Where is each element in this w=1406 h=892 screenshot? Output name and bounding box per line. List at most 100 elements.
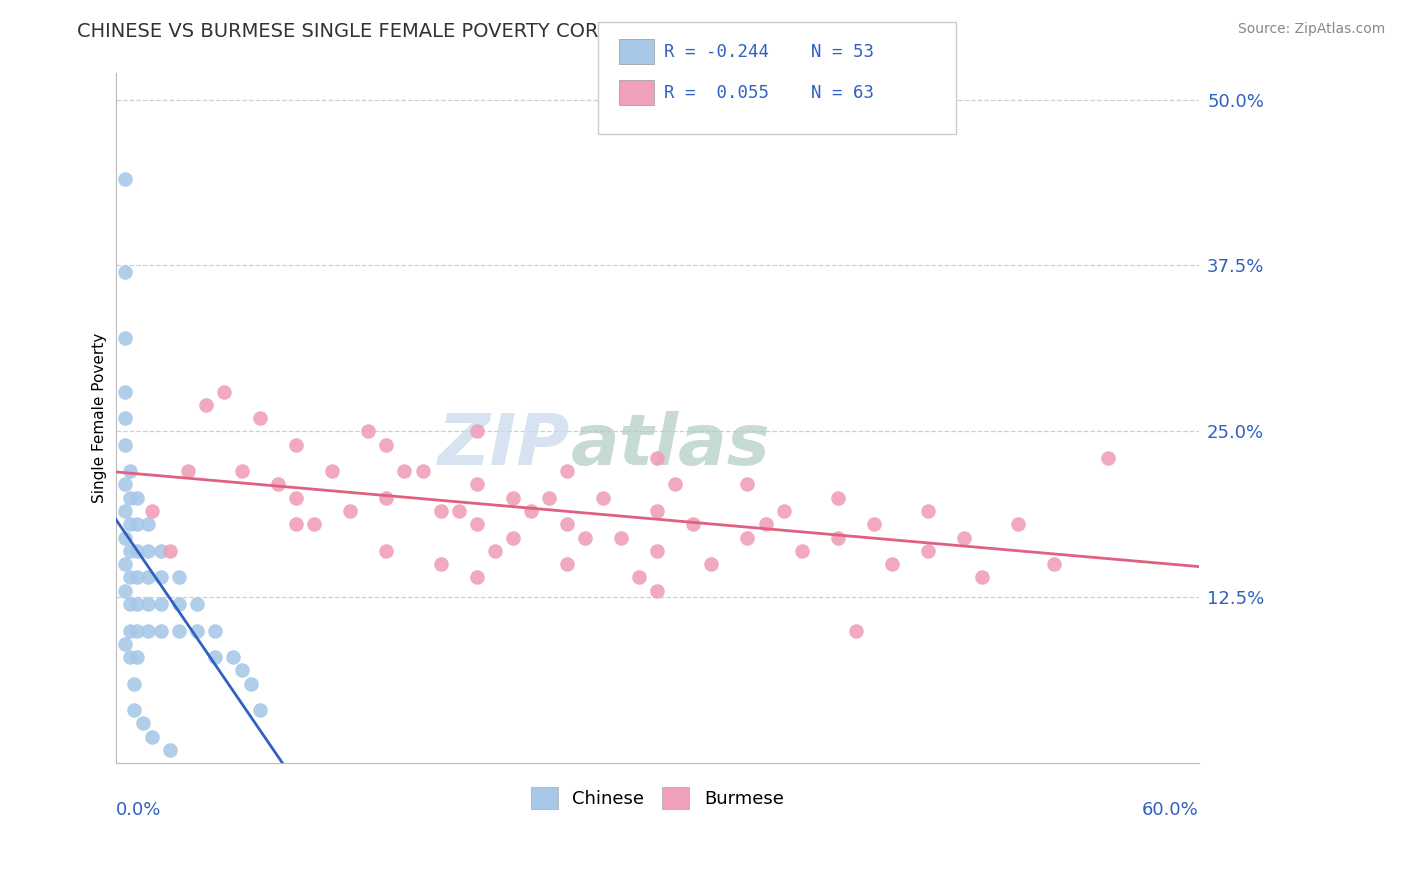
Text: CHINESE VS BURMESE SINGLE FEMALE POVERTY CORRELATION CHART: CHINESE VS BURMESE SINGLE FEMALE POVERTY… <box>77 22 768 41</box>
Point <box>645 450 668 465</box>
Point <box>321 464 343 478</box>
Point <box>114 583 136 598</box>
Point <box>555 517 578 532</box>
Point <box>429 557 451 571</box>
Point <box>682 517 704 532</box>
Text: R =  0.055    N = 63: R = 0.055 N = 63 <box>664 84 873 102</box>
Text: 0.0%: 0.0% <box>115 801 162 819</box>
Point <box>754 517 776 532</box>
Point <box>394 464 416 478</box>
Point <box>737 531 759 545</box>
Point <box>177 464 200 478</box>
Point <box>127 491 149 505</box>
Point <box>120 517 142 532</box>
Point <box>141 504 163 518</box>
Point <box>628 570 651 584</box>
Point <box>122 703 145 717</box>
Point <box>114 477 136 491</box>
Point <box>114 384 136 399</box>
Point <box>917 544 939 558</box>
Point <box>114 531 136 545</box>
Point <box>149 570 172 584</box>
Point <box>484 544 506 558</box>
Point <box>222 650 245 665</box>
Point <box>502 531 524 545</box>
Point <box>120 650 142 665</box>
Text: R = -0.244    N = 53: R = -0.244 N = 53 <box>664 43 873 61</box>
Point <box>204 624 226 638</box>
Point <box>167 570 190 584</box>
Text: 60.0%: 60.0% <box>1142 801 1199 819</box>
Point <box>167 597 190 611</box>
Point <box>114 557 136 571</box>
Point <box>1097 450 1119 465</box>
Point <box>972 570 994 584</box>
Point <box>114 504 136 518</box>
Point <box>149 544 172 558</box>
Point <box>574 531 596 545</box>
Point <box>592 491 614 505</box>
Point <box>537 491 560 505</box>
Point <box>132 716 155 731</box>
Point <box>122 676 145 690</box>
Point <box>827 531 849 545</box>
Point <box>127 597 149 611</box>
Point <box>136 517 159 532</box>
Text: atlas: atlas <box>571 411 770 480</box>
Point <box>127 570 149 584</box>
Point <box>645 544 668 558</box>
Point <box>465 570 488 584</box>
Point <box>845 624 868 638</box>
Point <box>375 544 398 558</box>
Point <box>136 570 159 584</box>
Point <box>120 570 142 584</box>
Point <box>159 544 181 558</box>
Point <box>141 730 163 744</box>
Point <box>114 331 136 345</box>
Point <box>285 517 308 532</box>
Text: ZIP: ZIP <box>439 411 571 480</box>
Point <box>520 504 543 518</box>
Point <box>240 676 263 690</box>
Point <box>357 425 380 439</box>
Y-axis label: Single Female Poverty: Single Female Poverty <box>93 333 107 503</box>
Legend: Chinese, Burmese: Chinese, Burmese <box>523 780 792 816</box>
Point <box>790 544 813 558</box>
Point <box>465 517 488 532</box>
Point <box>1043 557 1066 571</box>
Point <box>120 464 142 478</box>
Point <box>120 491 142 505</box>
Point <box>249 411 271 425</box>
Point <box>953 531 976 545</box>
Point <box>645 504 668 518</box>
Point <box>114 265 136 279</box>
Point <box>555 464 578 478</box>
Point <box>136 624 159 638</box>
Point <box>114 172 136 186</box>
Point <box>114 637 136 651</box>
Point <box>159 743 181 757</box>
Point <box>127 650 149 665</box>
Point <box>555 557 578 571</box>
Point <box>120 624 142 638</box>
Point <box>114 437 136 451</box>
Point <box>302 517 325 532</box>
Text: Source: ZipAtlas.com: Source: ZipAtlas.com <box>1237 22 1385 37</box>
Point <box>447 504 470 518</box>
Point <box>186 624 208 638</box>
Point <box>664 477 686 491</box>
Point <box>186 597 208 611</box>
Point <box>127 624 149 638</box>
Point <box>772 504 794 518</box>
Point <box>412 464 434 478</box>
Point <box>502 491 524 505</box>
Point <box>149 624 172 638</box>
Point <box>127 544 149 558</box>
Point <box>204 650 226 665</box>
Point <box>149 597 172 611</box>
Point <box>465 425 488 439</box>
Point <box>136 544 159 558</box>
Point <box>827 491 849 505</box>
Point <box>917 504 939 518</box>
Point <box>700 557 723 571</box>
